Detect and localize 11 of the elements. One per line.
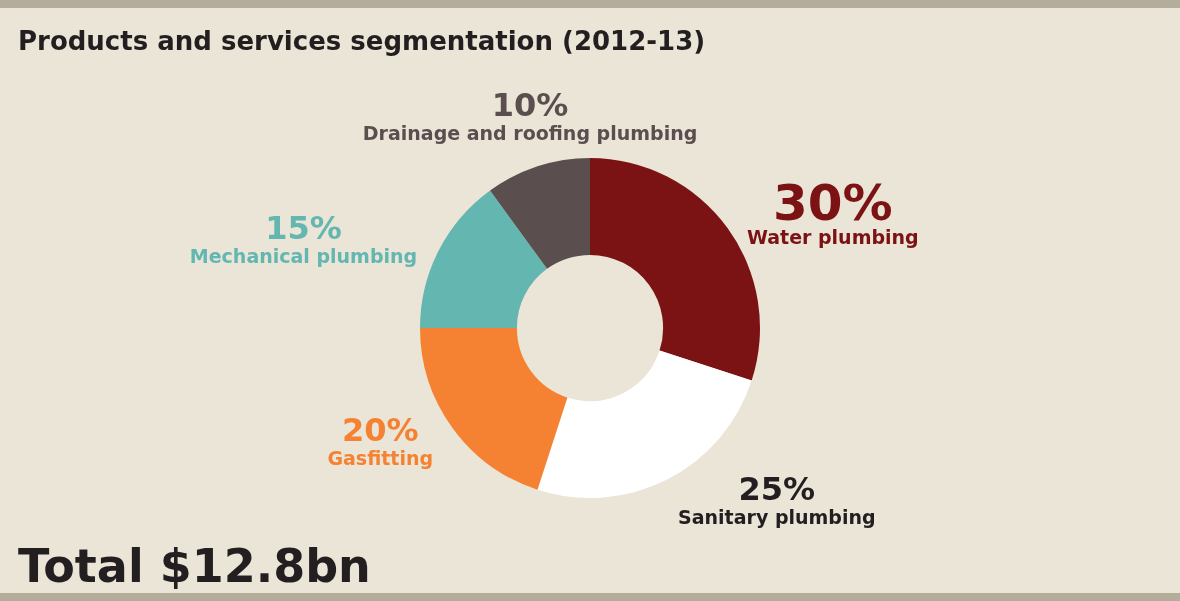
data-label: 10% — [491, 86, 569, 125]
slice-label: Drainage and roofing plumbing — [362, 122, 698, 145]
data-label: 25% — [738, 470, 816, 509]
slice-label: Sanitary plumbing — [678, 506, 876, 529]
slice-label: Gasfitting — [327, 447, 434, 470]
data-label: 20% — [341, 411, 419, 450]
data-label: 15% — [265, 209, 342, 248]
slice-label: Water plumbing — [746, 226, 919, 249]
text: Total $12.8bn — [18, 539, 371, 593]
slice-label: Mechanical plumbing — [189, 245, 418, 268]
chart-title: Products and services segmentation (2012-13) — [18, 26, 706, 56]
